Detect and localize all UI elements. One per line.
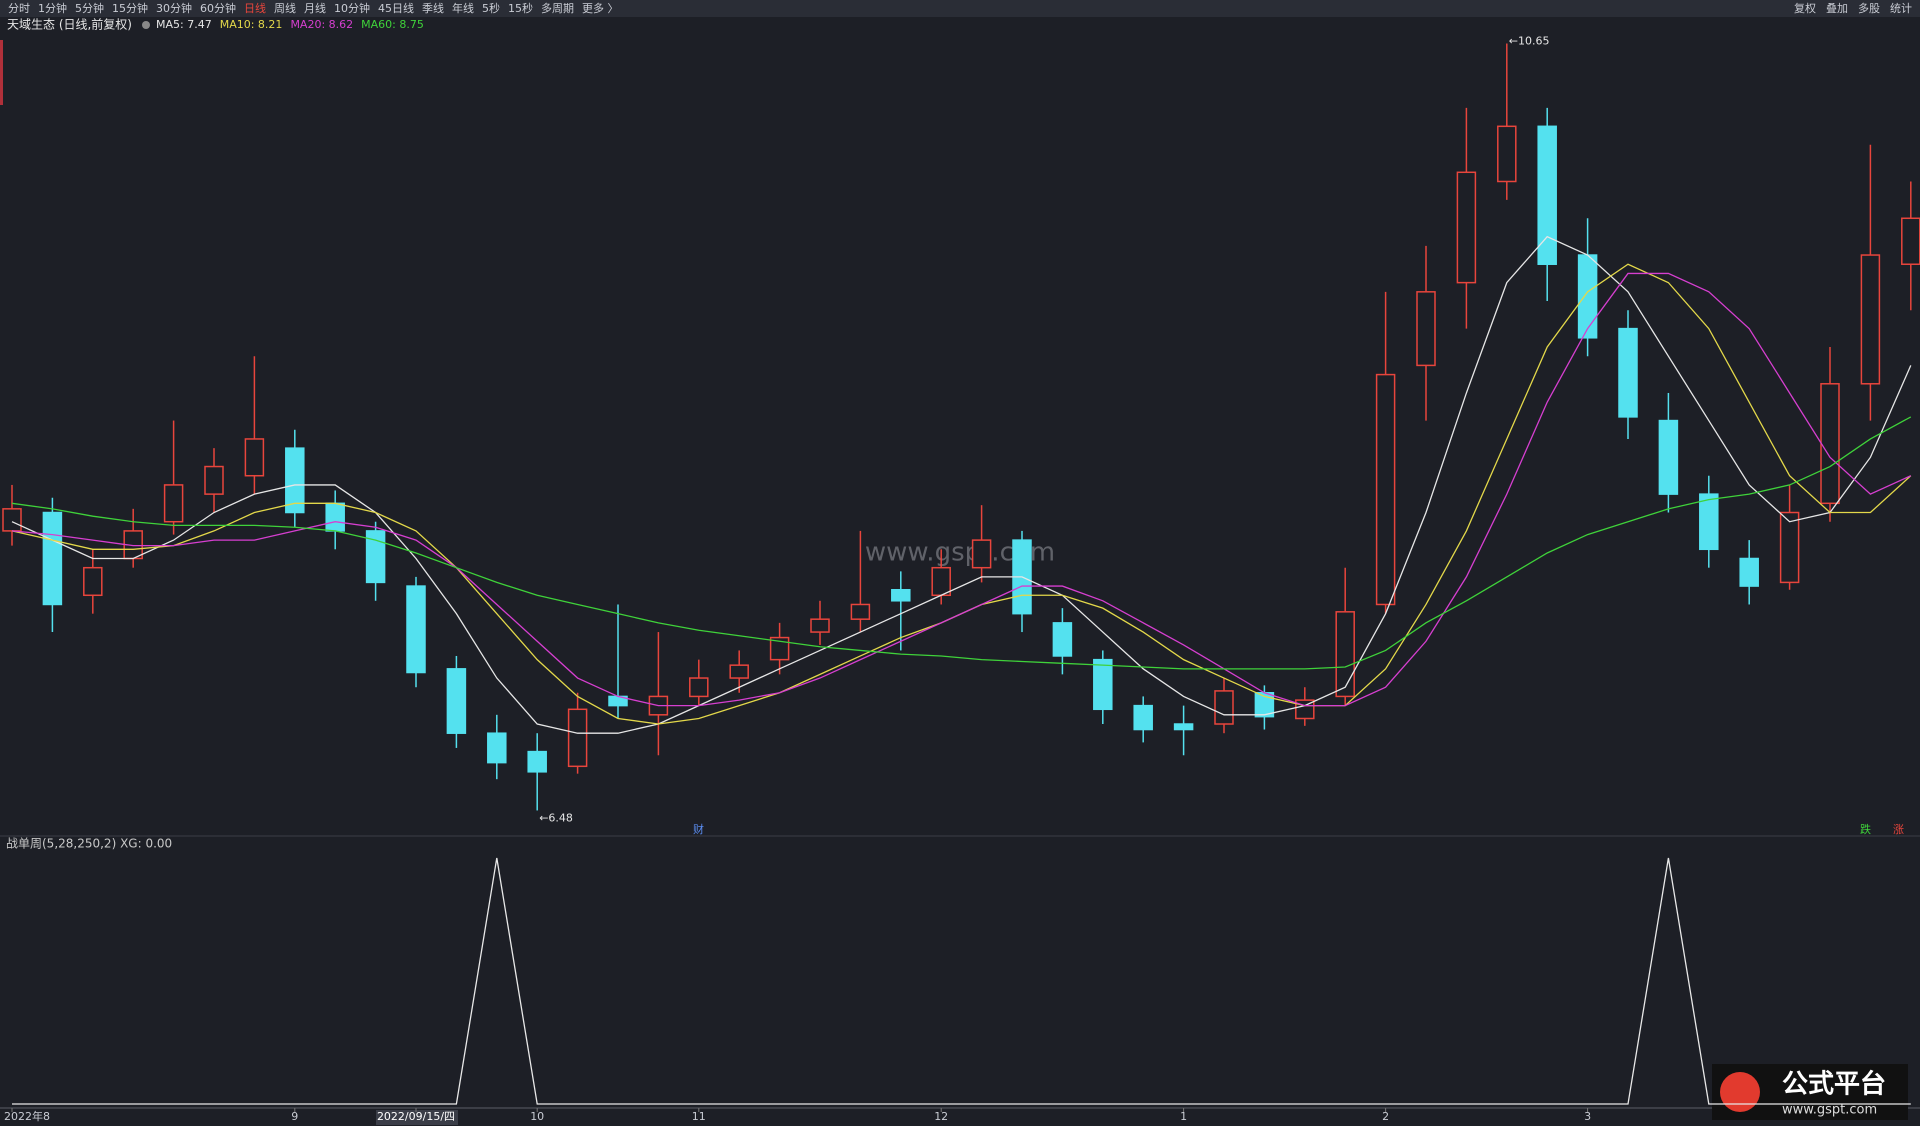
x-tick-label: 2	[1382, 1110, 1389, 1123]
candle-body	[325, 502, 345, 532]
candle-body	[527, 750, 547, 773]
toolbar-item[interactable]: 10分钟	[334, 1, 370, 15]
candle-body	[244, 438, 265, 477]
toolbar-item[interactable]: 年线	[452, 1, 474, 15]
chart-title: 天域生态 (日线,前复权)	[7, 17, 132, 32]
candle-body	[285, 447, 305, 514]
candle-body	[1901, 217, 1920, 265]
toolbar-item[interactable]: 日线	[244, 1, 266, 15]
candle-body	[1739, 557, 1759, 587]
candle-body	[1052, 622, 1073, 657]
ma-line	[11, 416, 1912, 670]
legend-entry: MA5: 7.47	[156, 18, 212, 31]
candle-body	[487, 732, 507, 764]
candle-body	[2, 508, 22, 532]
toolbar-item[interactable]: 月线	[304, 1, 326, 15]
candle-body	[689, 677, 709, 698]
candle-body	[1497, 125, 1517, 183]
toolbar-item[interactable]: 45日线	[378, 1, 414, 15]
candle-body	[1335, 611, 1355, 698]
candle-body	[406, 585, 426, 674]
x-tick-label: 9	[291, 1110, 298, 1123]
x-tick-label: 3	[1584, 1110, 1591, 1123]
finance-marker: 财	[693, 822, 704, 836]
legend-entry: MA20: 8.62	[290, 18, 353, 31]
toolbar-item[interactable]: 1分钟	[38, 1, 67, 15]
toolbar-item[interactable]: 周线	[274, 1, 296, 15]
candle-body	[1416, 291, 1436, 367]
x-tick-label: 11	[692, 1110, 706, 1123]
toolbar-button[interactable]: 复权	[1794, 1, 1816, 15]
candle-body	[1658, 419, 1679, 495]
candle-body	[1173, 723, 1194, 731]
candle-body	[769, 636, 790, 661]
candle-body	[891, 589, 911, 602]
x-tick-label: 2022年8	[4, 1109, 50, 1123]
candle-body	[1093, 658, 1113, 711]
toolbar-item[interactable]: 15分钟	[112, 1, 148, 15]
x-tick-label: 12	[934, 1110, 948, 1123]
candle-body	[446, 668, 467, 734]
candle-body	[1577, 254, 1598, 339]
toolbar-button[interactable]: 多股	[1858, 1, 1880, 15]
side-marker	[0, 40, 3, 105]
candle-body	[1860, 254, 1881, 385]
cursor-date-bg	[376, 1110, 458, 1125]
candle-body	[971, 539, 992, 569]
x-tick-label: 10	[530, 1110, 544, 1123]
toolbar-item[interactable]: 30分钟	[156, 1, 192, 15]
logo-name: 公式平台	[1782, 1069, 1886, 1100]
legend-icon	[142, 21, 150, 29]
indicator-title: 战单周(5,28,250,2) XG: 0.00	[6, 837, 172, 851]
toolbar-item[interactable]: 多周期	[541, 1, 574, 15]
price-annotation: ←6.48	[539, 811, 573, 824]
toolbar-button[interactable]: 统计	[1890, 2, 1912, 15]
candle-body	[1456, 171, 1477, 284]
toolbar-item[interactable]: 分时	[8, 2, 30, 15]
candle-body	[1537, 125, 1557, 265]
candle-body	[83, 566, 103, 597]
candle-body	[163, 484, 184, 523]
toolbar-bg	[0, 0, 1920, 17]
candle-body	[850, 603, 871, 620]
logo: 公式平台 www.gspt.com	[1712, 1064, 1908, 1120]
ma-line	[11, 272, 1912, 707]
ma-line	[11, 235, 1912, 734]
candle-body	[1820, 383, 1840, 505]
toolbar-item[interactable]: 季线	[422, 1, 444, 15]
candle-body	[567, 708, 588, 768]
x-tick-label: 1	[1180, 1110, 1187, 1123]
toolbar-item[interactable]: 60分钟	[200, 1, 236, 15]
toolbar-item[interactable]: 15秒	[508, 1, 533, 15]
rise-marker: 涨	[1893, 823, 1904, 836]
legend-entry: MA10: 8.21	[220, 18, 283, 31]
candle-body	[810, 618, 830, 633]
xg-line	[12, 857, 1911, 1105]
candle-body	[1779, 511, 1800, 584]
candle-body	[1214, 690, 1234, 725]
candle-body	[1618, 327, 1638, 418]
candle-body	[42, 511, 63, 606]
logo-url: www.gspt.com	[1782, 1103, 1877, 1118]
toolbar-item[interactable]: 更多 〉	[582, 1, 619, 15]
candle-body	[1699, 493, 1719, 551]
candle-body	[931, 566, 951, 597]
toolbar-item[interactable]: 5秒	[482, 1, 500, 15]
fall-marker: 跌	[1860, 822, 1871, 836]
logo-icon	[1720, 1072, 1760, 1112]
x-tick-label: 2022/09/15/四	[377, 1110, 455, 1123]
candle-body	[1133, 704, 1153, 731]
price-annotation: ←10.65	[1509, 35, 1550, 48]
legend-entry: MA60: 8.75	[361, 18, 424, 31]
toolbar-button[interactable]: 叠加	[1826, 2, 1848, 15]
toolbar-item[interactable]: 5分钟	[75, 1, 104, 15]
candle-body	[729, 664, 749, 679]
candle-body	[365, 530, 386, 584]
candle-body	[204, 465, 224, 495]
candle-body	[1375, 373, 1396, 606]
